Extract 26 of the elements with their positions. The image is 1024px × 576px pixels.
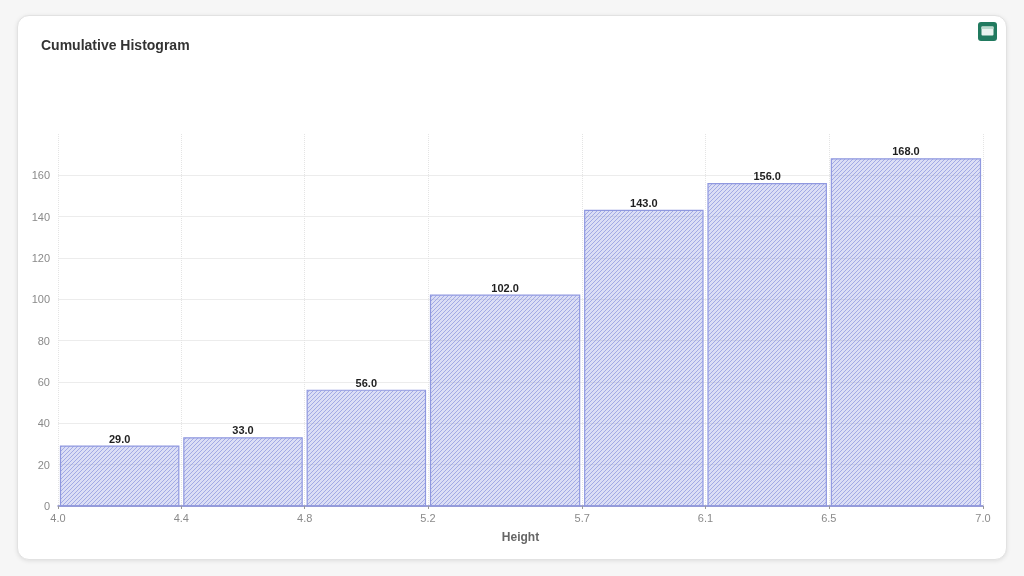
y-tick-label: 0 [43, 500, 50, 512]
data-label: 143.0 [630, 196, 658, 209]
y-tick-label: 160 [31, 169, 50, 182]
x-tick-label: 4.0 [50, 511, 66, 524]
data-label: 56.0 [355, 376, 378, 389]
chart-title: Cumulative Histogram [41, 37, 190, 53]
y-tick-label: 80 [37, 334, 50, 347]
x-tick-label: 6.5 [821, 511, 837, 524]
data-label: 33.0 [232, 424, 254, 437]
x-tick-label: 4.4 [173, 511, 189, 524]
data-label: 168.0 [892, 145, 920, 158]
x-axis-title: Height [501, 530, 540, 544]
y-tick-label: 120 [31, 252, 50, 264]
y-tick-label: 100 [31, 293, 50, 306]
y-tick-label: 20 [37, 458, 50, 471]
data-label: 102.0 [491, 281, 519, 294]
x-tick-label: 7.0 [975, 511, 991, 524]
y-tick-label: 140 [31, 210, 50, 223]
y-tick-label: 60 [37, 376, 50, 388]
y-tick-label: 40 [37, 417, 50, 430]
x-tick-label: 5.2 [420, 511, 436, 524]
x-tick-label: 6.1 [697, 511, 714, 524]
data-label: 156.0 [753, 170, 781, 183]
x-tick-label: 4.8 [297, 511, 313, 524]
x-tick-label: 5.7 [574, 511, 590, 524]
data-label: 29.0 [108, 432, 131, 445]
